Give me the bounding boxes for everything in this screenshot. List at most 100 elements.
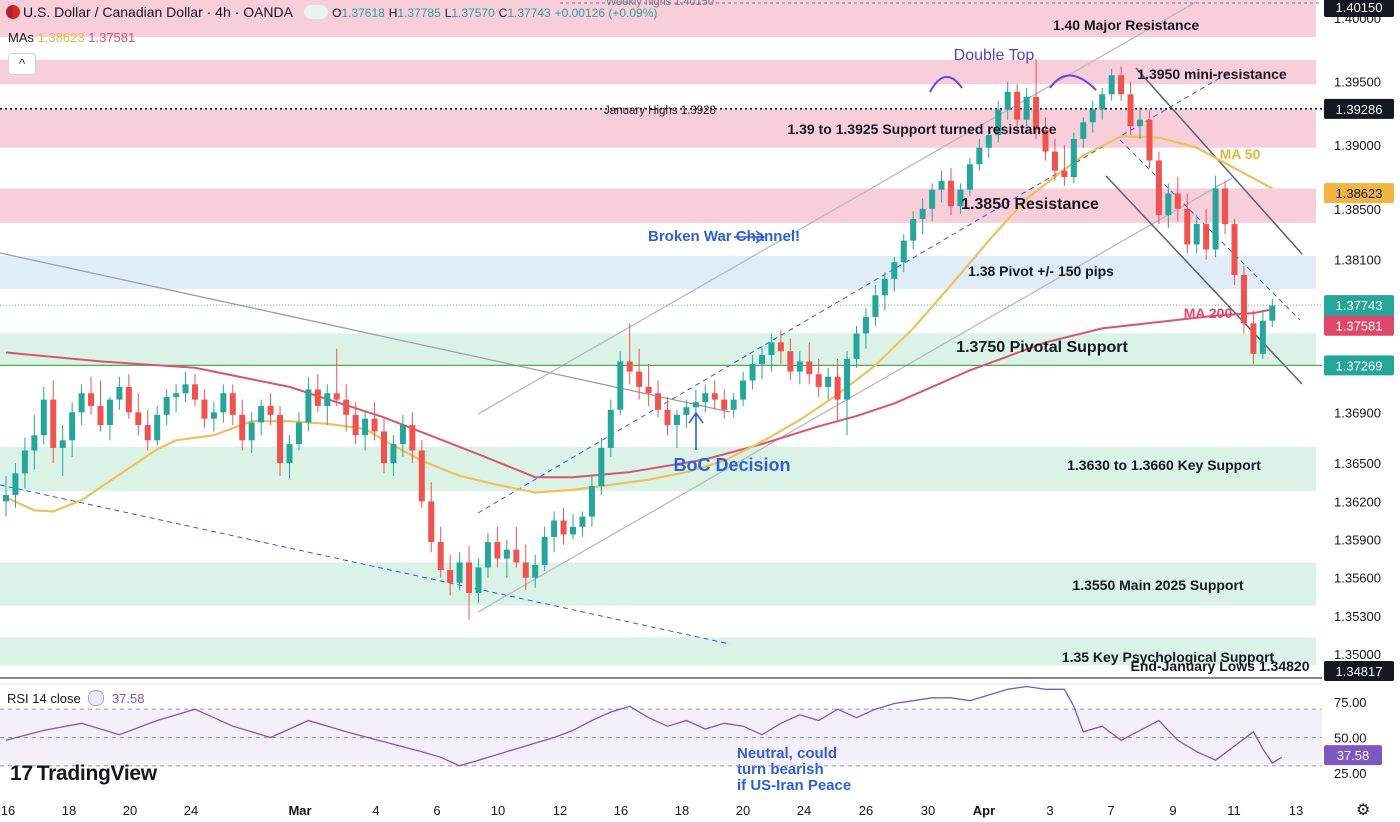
candle[interactable] [475,567,482,593]
candle[interactable] [106,399,113,426]
candle[interactable] [1184,208,1191,245]
candle[interactable] [1259,320,1266,354]
candle[interactable] [192,384,198,400]
rsi-legend[interactable]: RSI 14 close 37.58 [7,690,145,706]
candle[interactable] [1108,75,1115,95]
candle[interactable] [1203,224,1210,250]
candle[interactable] [938,180,945,190]
candle[interactable] [1212,188,1219,250]
candle[interactable] [116,386,123,400]
candle[interactable] [513,549,520,563]
candle[interactable] [12,473,19,495]
candle[interactable] [759,355,765,364]
candle[interactable] [31,435,38,451]
candle[interactable] [1231,224,1238,275]
candle[interactable] [352,414,359,436]
candle[interactable] [362,418,369,436]
candle[interactable] [664,409,671,426]
candle[interactable] [1118,75,1125,95]
price-axis[interactable]: 1.400001.395001.390001.385001.381001.369… [1322,0,1400,822]
candle[interactable] [182,384,189,394]
candle[interactable] [740,380,747,400]
tradingview-logo[interactable]: 17 TradingView [10,762,157,786]
candle[interactable] [1080,122,1087,139]
candle[interactable] [1004,91,1011,110]
candle[interactable] [324,393,331,406]
candle[interactable] [673,414,680,426]
candle[interactable] [655,393,662,410]
candle[interactable] [966,164,973,190]
candle[interactable] [579,516,586,527]
mas-legend[interactable]: MAs 1.38623 1.37581 [8,30,135,45]
candle[interactable] [570,526,576,535]
rsi-pane[interactable] [0,683,1322,767]
candle[interactable] [1174,193,1181,209]
candle[interactable] [636,371,643,387]
candle[interactable] [532,564,539,578]
price-label-tag[interactable] [1324,98,1394,119]
candle[interactable] [768,342,775,356]
candle[interactable] [1014,91,1021,120]
candle[interactable] [447,570,454,583]
candle[interactable] [617,361,624,410]
rsi-settings-icon[interactable] [88,690,105,706]
candle[interactable] [503,549,510,559]
candle[interactable] [560,520,567,535]
candle[interactable] [844,358,851,400]
candle[interactable] [135,412,142,426]
candle[interactable] [50,399,57,448]
price-label-tag[interactable] [1324,183,1394,204]
candle[interactable] [730,399,737,410]
candle[interactable] [1051,151,1058,171]
candle[interactable] [409,425,416,451]
candle[interactable] [125,386,132,413]
candle[interactable] [97,405,104,426]
candle[interactable] [900,240,907,263]
candle[interactable] [1165,193,1172,216]
candle[interactable] [598,447,605,487]
symbol-title[interactable]: U.S. Dollar / Canadian Dollar · 4h · OAN… [23,4,293,20]
price-label-tag[interactable] [1324,315,1394,336]
candle[interactable] [210,412,217,419]
candle[interactable] [59,440,66,448]
candle[interactable] [267,405,274,415]
candle[interactable] [607,409,614,448]
candle[interactable] [948,180,954,207]
candle[interactable] [40,399,47,436]
candle[interactable] [201,399,208,419]
candle[interactable] [853,333,860,359]
candle[interactable] [815,374,822,387]
candle[interactable] [957,189,964,207]
candle[interactable] [702,393,709,403]
candle[interactable] [1099,94,1106,110]
candle[interactable] [220,393,227,413]
candle[interactable] [825,376,832,387]
candle[interactable] [749,363,756,381]
candle[interactable] [881,278,888,296]
candle[interactable] [985,135,992,148]
candle[interactable] [588,486,595,517]
candle[interactable] [229,393,236,415]
candle[interactable] [277,414,284,464]
candle[interactable] [3,495,9,502]
candle[interactable] [239,414,246,441]
candle[interactable] [314,389,321,406]
candle[interactable] [891,262,898,279]
candle[interactable] [343,399,350,415]
candle[interactable] [919,208,926,219]
candle[interactable] [286,444,293,464]
price-label-tag[interactable] [1324,661,1394,681]
candle[interactable] [484,542,491,568]
candle[interactable] [929,189,936,209]
candle[interactable] [1061,170,1068,177]
collapse-legend-button[interactable]: ^ [8,53,36,75]
candle[interactable] [1269,305,1276,321]
price-label-tag[interactable] [1324,0,1394,17]
candle[interactable] [248,422,255,441]
candle[interactable] [976,147,983,165]
candle[interactable] [551,520,558,537]
candle[interactable] [69,412,76,441]
candle[interactable] [173,393,180,398]
candle[interactable] [1222,188,1229,225]
